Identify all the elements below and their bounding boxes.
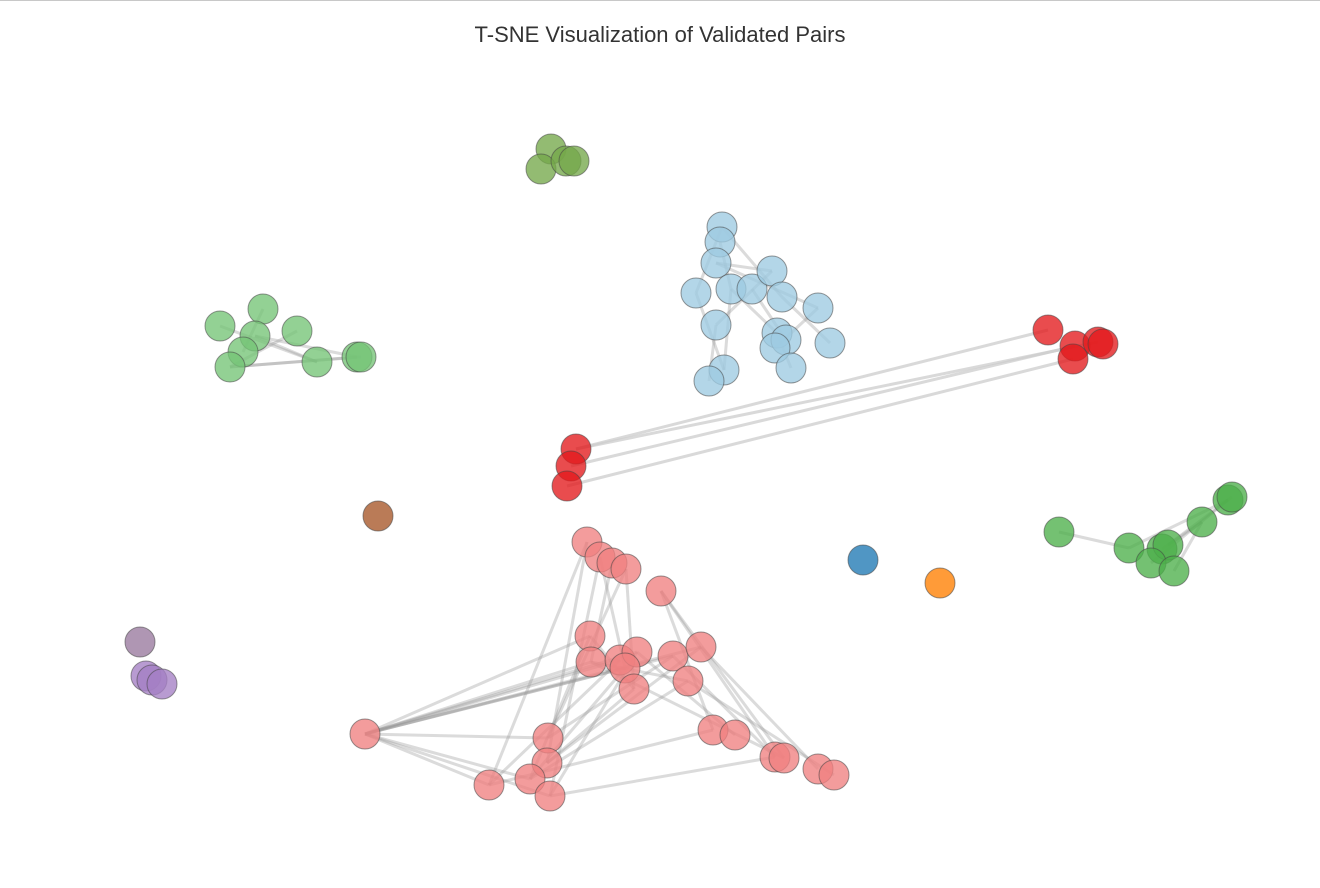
data-point bbox=[281, 315, 313, 347]
edge bbox=[547, 654, 674, 740]
points-layer bbox=[124, 133, 1248, 812]
edge bbox=[364, 660, 592, 736]
data-point bbox=[1032, 314, 1064, 346]
edge bbox=[487, 541, 589, 786]
edge bbox=[364, 634, 591, 736]
data-point bbox=[924, 567, 956, 599]
edge bbox=[229, 355, 358, 369]
edge bbox=[254, 334, 358, 359]
edge bbox=[364, 658, 621, 736]
edge bbox=[549, 755, 776, 798]
data-point bbox=[610, 553, 642, 585]
data-point bbox=[700, 247, 732, 279]
data-point bbox=[818, 759, 850, 791]
edge bbox=[699, 645, 820, 771]
data-point bbox=[349, 718, 381, 750]
data-point bbox=[146, 668, 178, 700]
data-point bbox=[1216, 481, 1248, 513]
data-point bbox=[362, 500, 394, 532]
data-point bbox=[680, 277, 712, 309]
data-point bbox=[618, 673, 650, 705]
data-point bbox=[473, 769, 505, 801]
data-point bbox=[814, 327, 846, 359]
edge bbox=[364, 732, 490, 787]
data-point bbox=[301, 346, 333, 378]
data-point bbox=[736, 273, 768, 305]
data-point bbox=[700, 309, 732, 341]
top-border bbox=[0, 0, 1320, 1]
data-point bbox=[1057, 343, 1089, 375]
data-point bbox=[214, 351, 246, 383]
data-point bbox=[693, 365, 725, 397]
edge bbox=[659, 590, 777, 758]
data-point bbox=[768, 742, 800, 774]
data-point bbox=[657, 640, 689, 672]
data-point bbox=[1087, 328, 1119, 360]
cross-edge bbox=[570, 344, 1076, 468]
chart-title: T-SNE Visualization of Validated Pairs bbox=[474, 22, 846, 47]
data-point bbox=[766, 281, 798, 313]
data-point bbox=[719, 719, 751, 751]
cross-edge bbox=[566, 357, 1074, 488]
edge bbox=[546, 687, 635, 765]
edge bbox=[659, 590, 786, 759]
data-point bbox=[534, 780, 566, 812]
edge bbox=[487, 658, 622, 787]
edge bbox=[229, 355, 362, 369]
data-point bbox=[551, 470, 583, 502]
data-point bbox=[558, 145, 590, 177]
data-point bbox=[775, 352, 807, 384]
data-point bbox=[672, 665, 704, 697]
data-point bbox=[247, 293, 279, 325]
data-point bbox=[1113, 532, 1145, 564]
edge bbox=[364, 732, 549, 740]
edge bbox=[1128, 498, 1229, 550]
data-point bbox=[756, 255, 788, 287]
data-point bbox=[1186, 506, 1218, 538]
data-point bbox=[345, 341, 377, 373]
data-point bbox=[514, 763, 546, 795]
cross-edge bbox=[575, 328, 1049, 451]
data-point bbox=[802, 292, 834, 324]
data-point bbox=[1158, 555, 1190, 587]
data-point bbox=[575, 646, 607, 678]
data-point bbox=[1043, 516, 1075, 548]
data-point bbox=[204, 310, 236, 342]
edge bbox=[219, 324, 318, 364]
cross-edge bbox=[575, 340, 1099, 451]
edge bbox=[364, 732, 531, 781]
data-point bbox=[685, 631, 717, 663]
data-point bbox=[847, 544, 879, 576]
data-point bbox=[124, 626, 156, 658]
data-point bbox=[645, 575, 677, 607]
edge bbox=[364, 666, 626, 736]
data-point bbox=[574, 620, 606, 652]
